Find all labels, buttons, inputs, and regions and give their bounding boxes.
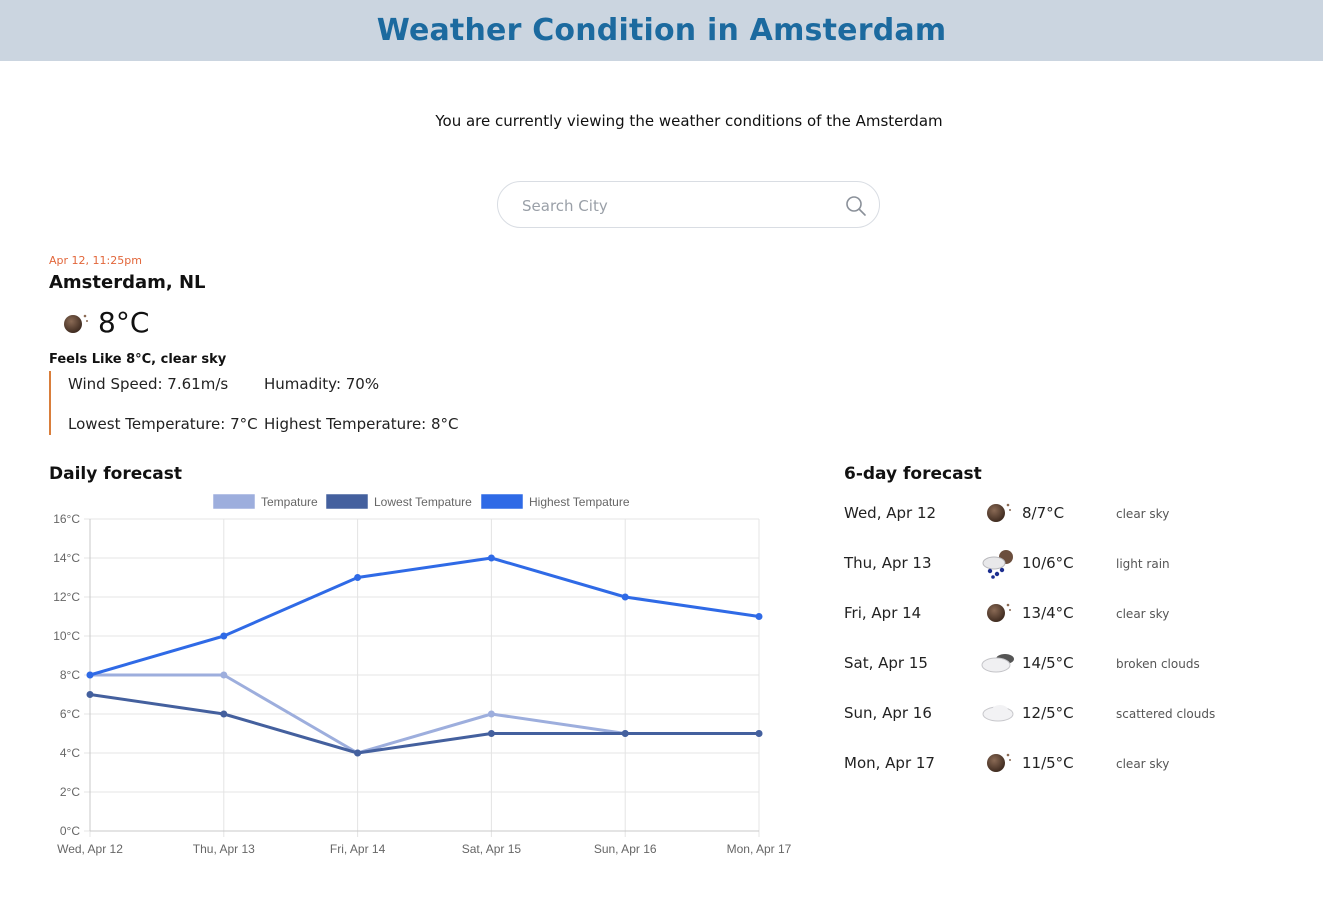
data-point [621, 730, 629, 737]
moon-icon [978, 596, 1020, 630]
moon-icon [64, 314, 88, 333]
forecast-temp: 10/6°C [1022, 554, 1074, 572]
forecast-row: Mon, Apr 17 11/5°C clear sky [844, 752, 1264, 776]
moon-icon [978, 496, 1020, 530]
legend-swatch [481, 494, 523, 509]
forecast-description: light rain [1116, 557, 1170, 571]
series-line-1 [89, 693, 759, 755]
page-header: Weather Condition in Amsterdam [0, 0, 1323, 61]
data-point [220, 710, 228, 718]
rain-icon [978, 546, 1020, 580]
forecast-row: Wed, Apr 12 8/7°C clear sky [844, 502, 1264, 526]
current-temperature-row: 8°C [60, 306, 149, 339]
y-tick-label: 0°C [60, 824, 80, 838]
forecast-day: Sun, Apr 16 [844, 704, 932, 722]
search-icon[interactable] [845, 195, 867, 217]
forecast-day: Fri, Apr 14 [844, 604, 922, 622]
x-tick-label: Wed, Apr 12 [57, 842, 123, 856]
current-location: Amsterdam, NL [49, 272, 206, 293]
forecast-description: clear sky [1116, 757, 1170, 771]
forecast-day: Mon, Apr 17 [844, 754, 935, 772]
x-tick-label: Sun, Apr 16 [594, 842, 657, 856]
humidity: Humadity: 70% [264, 375, 380, 393]
moon-icon [978, 746, 1020, 780]
data-point [354, 574, 362, 581]
legend-label: Lowest Tempature [374, 495, 472, 509]
y-tick-label: 12°C [53, 590, 80, 604]
six-day-forecast-title: 6-day forecast [844, 464, 982, 484]
forecast-description: clear sky [1116, 507, 1170, 521]
forecast-day: Thu, Apr 13 [844, 554, 932, 572]
data-point [621, 593, 629, 601]
forecast-temp: 13/4°C [1022, 604, 1074, 622]
y-tick-label: 2°C [60, 785, 80, 799]
legend-swatch [213, 494, 255, 509]
forecast-temp: 8/7°C [1022, 504, 1065, 522]
data-point [86, 691, 94, 698]
search-box[interactable] [497, 181, 880, 228]
legend-swatch [326, 494, 368, 509]
search-input[interactable] [520, 194, 824, 218]
legend-label: Tempature [261, 495, 318, 509]
forecast-row: Thu, Apr 13 10/6°C light rain [844, 550, 1264, 579]
data-point [487, 554, 495, 562]
x-tick-label: Fri, Apr 14 [330, 842, 386, 856]
data-point [755, 613, 763, 620]
forecast-temp: 11/5°C [1022, 754, 1074, 772]
daily-forecast-chart: 0°C 2°C 4°C 6°C 8°C 10°C 12°C 14°C 16°C Wed, Apr … [53, 494, 792, 856]
feels-like: Feels Like 8°C, clear sky [49, 352, 227, 367]
daily-forecast-title: Daily forecast [49, 464, 183, 484]
data-point [86, 671, 94, 679]
y-tick-label: 4°C [60, 746, 80, 760]
data-point [354, 749, 362, 757]
current-temperature: 8°C [98, 306, 150, 339]
forecast-day: Wed, Apr 12 [844, 504, 937, 522]
weather-details: Wind Speed: 7.61m/s Humadity: 70% Lowest… [49, 371, 471, 435]
x-tick-label: Mon, Apr 17 [727, 842, 792, 856]
x-tick-label: Sat, Apr 15 [462, 842, 522, 856]
data-point [487, 710, 495, 718]
lowest-temperature: Lowest Temperature: 7°C [68, 415, 258, 433]
current-datetime: Apr 12, 11:25pm [49, 254, 142, 267]
y-tick-label: 6°C [60, 707, 80, 721]
forecast-row: Fri, Apr 14 13/4°C clear sky [844, 602, 1264, 626]
forecast-temp: 12/5°C [1022, 704, 1074, 722]
cloud-icon [978, 696, 1020, 730]
forecast-day: Sat, Apr 15 [844, 654, 928, 672]
highest-temperature: Highest Temperature: 8°C [264, 415, 459, 433]
forecast-row: Sat, Apr 15 14/5°C broken clouds [844, 652, 1264, 676]
forecast-temp: 14/5°C [1022, 654, 1074, 672]
legend-label: Highest Tempature [529, 495, 630, 509]
forecast-description: clear sky [1116, 607, 1170, 621]
x-tick-label: Thu, Apr 13 [193, 842, 255, 856]
y-tick-label: 14°C [53, 551, 80, 565]
forecast-description: broken clouds [1116, 657, 1200, 671]
wind-speed: Wind Speed: 7.61m/s [68, 375, 229, 393]
broken-clouds-icon [978, 646, 1020, 680]
current-weather: Apr 12, 11:25pm Amsterdam, NL [49, 254, 206, 293]
data-point [220, 632, 228, 640]
y-tick-label: 16°C [53, 512, 80, 526]
data-point [487, 730, 495, 737]
page-title: Weather Condition in Amsterdam [376, 13, 947, 48]
forecast-description: scattered clouds [1116, 707, 1216, 721]
data-point [755, 730, 763, 737]
series-line-2 [89, 556, 760, 677]
y-tick-label: 8°C [60, 668, 80, 682]
subtitle: You are currently viewing the weather co… [435, 112, 943, 130]
y-tick-label: 10°C [53, 629, 80, 643]
data-point [220, 671, 228, 679]
forecast-row: Sun, Apr 16 12/5°C scattered clouds [844, 702, 1264, 726]
